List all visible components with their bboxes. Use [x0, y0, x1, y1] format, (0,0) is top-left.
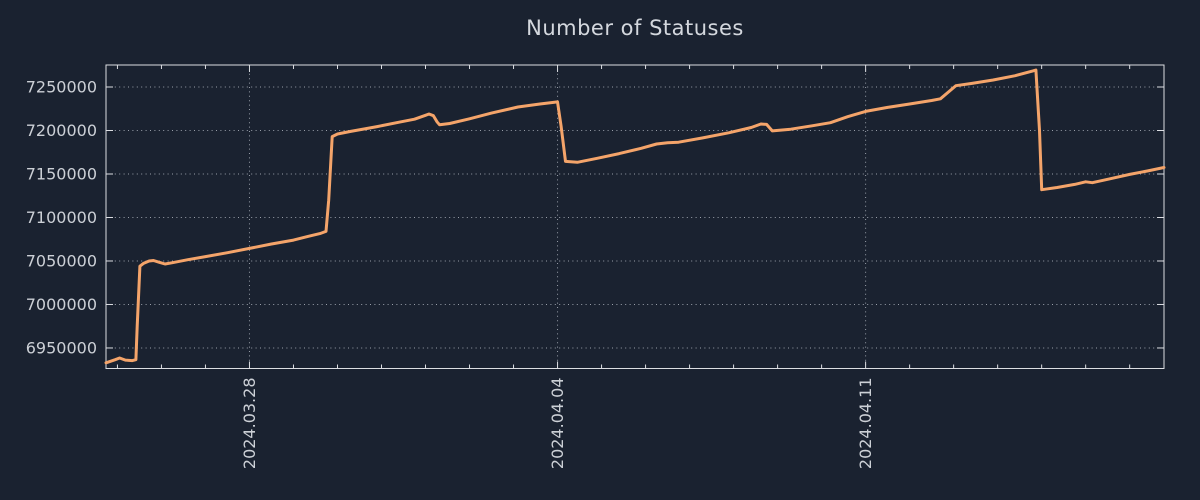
x-tick-label: 2024.03.28: [240, 378, 259, 470]
y-tick-label: 7050000: [26, 251, 97, 270]
y-tick-label: 7150000: [26, 164, 97, 183]
plot-frame: [105, 64, 1165, 369]
chart-title: Number of Statuses: [526, 16, 744, 40]
x-tick-label: 2024.04.04: [548, 378, 567, 470]
status-count-line: [104, 68, 1166, 365]
x-tick-label: 2024.04.11: [856, 378, 875, 470]
y-tick-label: 6950000: [26, 338, 97, 357]
y-tick-label: 7250000: [26, 78, 97, 97]
y-tick-label: 7000000: [26, 295, 97, 314]
y-tick-label: 7100000: [26, 208, 97, 227]
y-tick-label: 7200000: [26, 121, 97, 140]
